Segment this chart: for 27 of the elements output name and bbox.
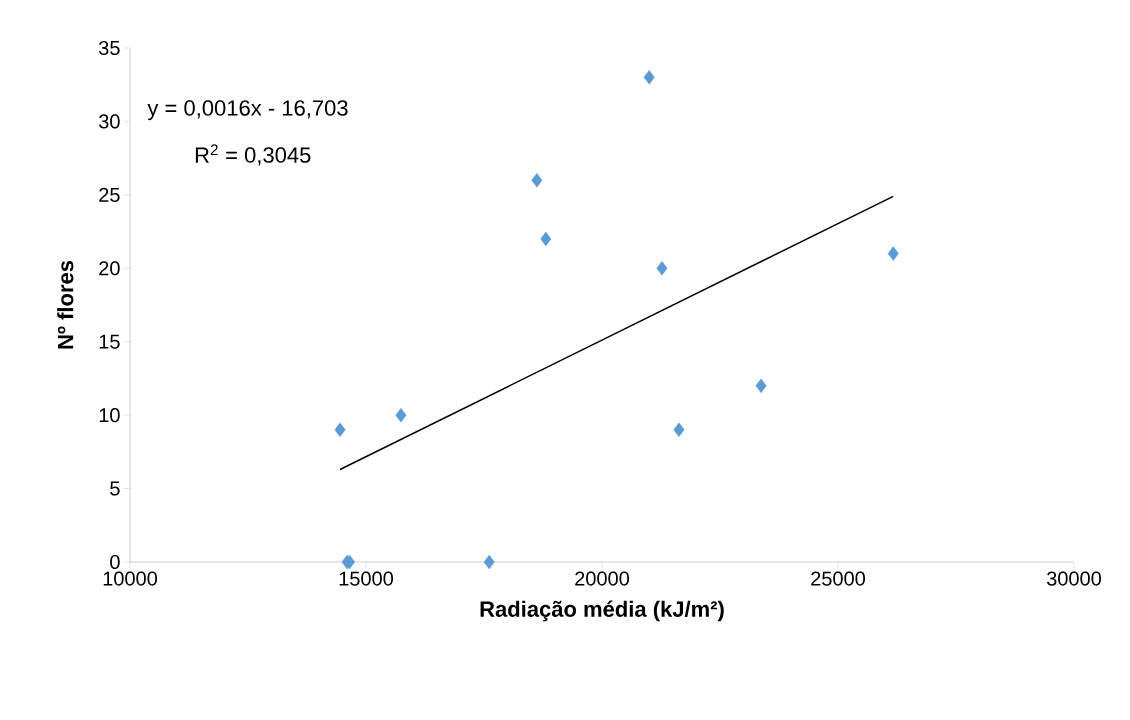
y-tick-label: 20 xyxy=(99,261,120,276)
point xyxy=(483,554,495,570)
annotation: y = 0,0016x - 16,703 xyxy=(147,100,348,121)
y-tick-label: 35 xyxy=(99,40,120,56)
point xyxy=(887,246,899,261)
point xyxy=(656,261,668,276)
point xyxy=(540,231,552,247)
point xyxy=(395,407,407,423)
x-tick-label: 10000 xyxy=(103,571,158,586)
y-tick-label: 15 xyxy=(99,334,120,349)
y-tick-label: 5 xyxy=(110,481,120,496)
point xyxy=(673,422,685,438)
x-tick-label: 30000 xyxy=(1046,571,1101,586)
x-tick-label: 20000 xyxy=(575,571,630,586)
x-axis-title: Radiação média (kJ/m²) xyxy=(480,600,724,622)
point xyxy=(755,378,767,393)
y-tick-label: 25 xyxy=(99,187,120,202)
x-tick-label: 25000 xyxy=(811,571,866,586)
annotation: R$^{2}$ = 0,3045 xyxy=(195,144,311,166)
y-tick-label: 10 xyxy=(99,408,120,423)
y-tick-label: 30 xyxy=(99,114,120,129)
point xyxy=(334,422,346,438)
y-tick-label: 0 xyxy=(110,554,120,570)
y-axis-title: Nº flores xyxy=(57,260,74,349)
point xyxy=(531,172,543,188)
point xyxy=(643,70,655,85)
x-tick-label: 15000 xyxy=(339,571,394,586)
